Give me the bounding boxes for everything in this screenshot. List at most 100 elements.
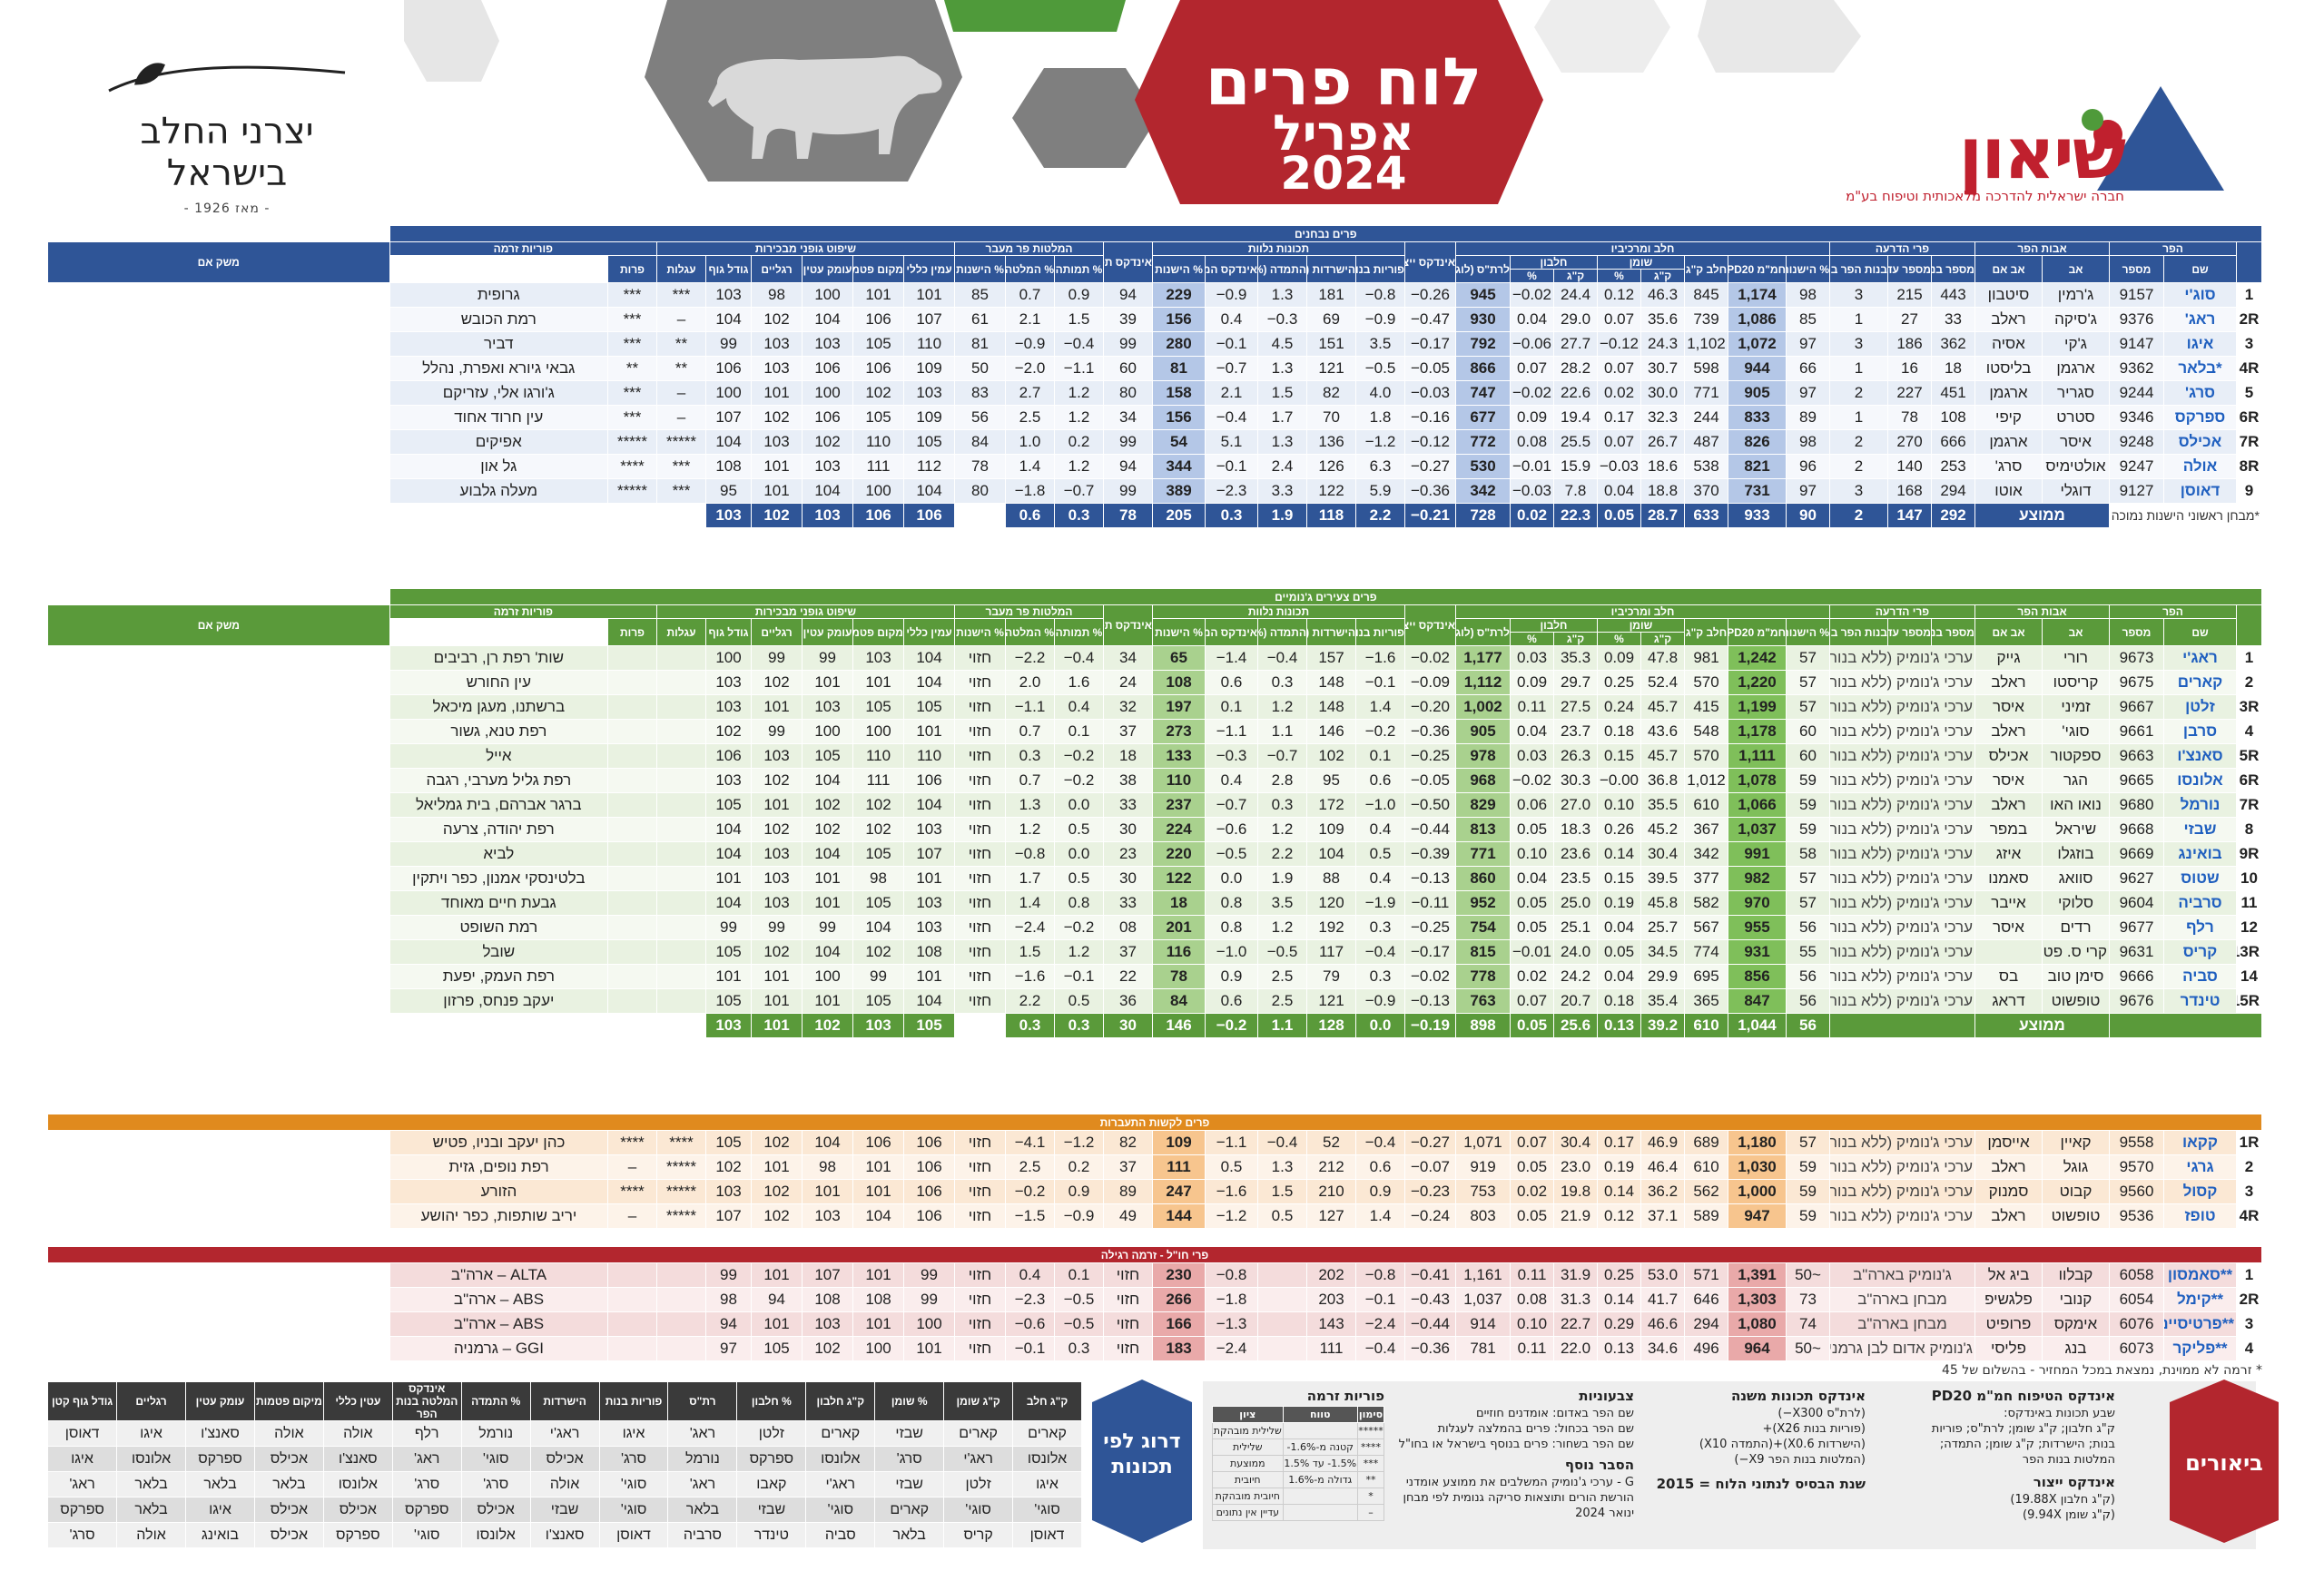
bull-row[interactable]: 2 קארים 9675 קריסטו ראלב ערכי ג'נומיק (ללא בנ… bbox=[48, 670, 2262, 695]
cell-name[interactable]: אולה bbox=[2163, 454, 2237, 479]
ranking-cell[interactable]: סרביה bbox=[667, 1522, 738, 1548]
ranking-cell[interactable]: אלונסו bbox=[1012, 1446, 1082, 1472]
bull-row[interactable]: 3 קסול 9560 קבוט סמנוק ערכי ג'נומיק (ללא בנות… bbox=[48, 1179, 2262, 1204]
ranking-cell[interactable]: קארים bbox=[943, 1420, 1014, 1447]
cell-name[interactable]: קסול bbox=[2163, 1179, 2237, 1204]
ranking-cell[interactable]: אלונסו bbox=[116, 1446, 187, 1472]
cell-name[interactable]: איגו bbox=[2163, 331, 2237, 357]
cell-name[interactable]: סרביה bbox=[2163, 890, 2237, 916]
ranking-cell[interactable]: אכילס bbox=[322, 1497, 393, 1523]
ranking-cell[interactable]: ספרקס bbox=[391, 1497, 462, 1523]
ranking-cell[interactable]: בלאר bbox=[116, 1471, 187, 1497]
cell-name[interactable]: קארים bbox=[2163, 670, 2237, 695]
ranking-cell[interactable]: בלאר bbox=[667, 1497, 738, 1523]
bull-row[interactable]: 7R נורמל 9680 נואו האו ראלב ערכי ג'נומיק (ללא… bbox=[48, 792, 2262, 818]
bull-row[interactable]: 15Rטינדר9676טופשוטדראגערכי ג'נומיק (ללא … bbox=[48, 988, 2262, 1014]
ranking-cell[interactable]: אולה bbox=[529, 1471, 600, 1497]
cell-name[interactable]: **קימל bbox=[2163, 1287, 2237, 1312]
ranking-cell[interactable]: סוגי' bbox=[1012, 1497, 1082, 1523]
ranking-cell[interactable]: שבזי bbox=[874, 1471, 945, 1497]
cell-name[interactable]: דאוסן bbox=[2163, 478, 2237, 504]
ranking-cell[interactable]: ראג' bbox=[667, 1420, 738, 1447]
ranking-cell[interactable]: זלטן bbox=[736, 1420, 807, 1447]
ranking-cell[interactable]: אכילס bbox=[529, 1446, 600, 1472]
ranking-cell[interactable]: ספרקס bbox=[322, 1522, 393, 1548]
ranking-cell[interactable]: שבזי bbox=[529, 1497, 600, 1523]
ranking-cell[interactable]: בלאר bbox=[185, 1471, 255, 1497]
ranking-cell[interactable]: סרג' bbox=[391, 1471, 462, 1497]
ranking-cell[interactable]: אולה bbox=[116, 1522, 187, 1548]
cell-name[interactable]: ראג' bbox=[2163, 307, 2237, 332]
ranking-cell[interactable]: סאנצ'ו bbox=[529, 1522, 600, 1548]
bull-row[interactable]: 11 סרביה 9604 סלוקי אייבר ערכי ג'נומיק (ללא ב… bbox=[48, 890, 2262, 916]
bull-row[interactable]: 6R ספרקס 9346 סטרט קיפי 108 78 1 89 833 244 32.3 0.1… bbox=[48, 405, 2262, 430]
bull-row[interactable]: 1 ראג'י 9673 רורי גייק ערכי ג'נומיק (ללא בנות… bbox=[48, 645, 2262, 671]
ranking-cell[interactable]: סרג' bbox=[598, 1446, 669, 1472]
bull-row[interactable]: 3 איגו 9147 ג'קי אסיה 362 186 3 97 1,072 1,102 24.3… bbox=[48, 331, 2262, 357]
ranking-cell[interactable]: איגו bbox=[598, 1420, 669, 1447]
ranking-cell[interactable]: סביה bbox=[805, 1522, 876, 1548]
ranking-cell[interactable]: ראג' bbox=[391, 1446, 462, 1472]
ranking-cell[interactable]: ספרקס bbox=[46, 1497, 118, 1523]
cell-name[interactable]: סביה bbox=[2163, 964, 2237, 989]
ranking-cell[interactable]: סרג' bbox=[46, 1522, 118, 1548]
cell-name[interactable]: קריס bbox=[2163, 939, 2237, 965]
ranking-cell[interactable]: אולה bbox=[322, 1420, 393, 1447]
cell-name[interactable]: סאנצ'ו bbox=[2163, 743, 2237, 769]
ranking-cell[interactable]: סרג' bbox=[460, 1471, 531, 1497]
bull-row[interactable]: 5R סאנצ'ו 9663 ספקטור אכילס ערכי ג'נומיק (ללא… bbox=[48, 743, 2262, 769]
ranking-cell[interactable]: קאבו bbox=[736, 1471, 807, 1497]
cell-name[interactable]: **פרטיסיים bbox=[2163, 1311, 2237, 1337]
ranking-cell[interactable]: איגו bbox=[185, 1497, 255, 1523]
bull-row[interactable]: 7R אכילס 9248 איסר ארגמן 666 270 2 98 826 487 26.7 0… bbox=[48, 429, 2262, 455]
ranking-cell[interactable]: בואינג bbox=[185, 1522, 255, 1548]
ranking-cell[interactable]: ראג'י bbox=[805, 1471, 876, 1497]
ranking-cell[interactable]: ספרקס bbox=[185, 1446, 255, 1472]
ranking-cell[interactable]: סרג' bbox=[874, 1446, 945, 1472]
bull-row[interactable]: 4R טופז 9536 טופשוט ראלב ערכי ג'נומיק (ללא בנ… bbox=[48, 1203, 2262, 1229]
bull-row[interactable]: 8 שבזי 9668 שיראל במפר ערכי ג'נומיק (ללא בנות… bbox=[48, 817, 2262, 842]
bull-row[interactable]: 4R *בלאר 9362 ארגמן בליסטו 18 16 1 66 944 598 30.7 0… bbox=[48, 356, 2262, 381]
ranking-cell[interactable]: קארים bbox=[1012, 1420, 1082, 1447]
ranking-cell[interactable]: טינדר bbox=[736, 1522, 807, 1548]
cell-name[interactable]: סרבן bbox=[2163, 719, 2237, 744]
cell-name[interactable]: ראג'י bbox=[2163, 645, 2237, 671]
cell-name[interactable]: זלטן bbox=[2163, 694, 2237, 720]
cell-name[interactable]: טינדר bbox=[2163, 988, 2237, 1014]
cell-name[interactable]: אכילס bbox=[2163, 429, 2237, 455]
ranking-cell[interactable]: אלונסו bbox=[322, 1471, 393, 1497]
cell-name[interactable]: רלף bbox=[2163, 915, 2237, 940]
bull-row[interactable]: 3R זלטן 9667 זמיני איסר ערכי ג'נומיק (ללא בנו… bbox=[48, 694, 2262, 720]
ranking-cell[interactable]: איגו bbox=[46, 1446, 118, 1472]
bull-row[interactable]: 6R אלונסו 9665 הגר איסר ערכי ג'נומיק (ללא בנו… bbox=[48, 768, 2262, 793]
ranking-cell[interactable]: אכילס bbox=[253, 1446, 324, 1472]
ranking-cell[interactable]: סוגי' bbox=[598, 1471, 669, 1497]
ranking-cell[interactable]: סאנצ'ו bbox=[322, 1446, 393, 1472]
cell-name[interactable]: סרג' bbox=[2163, 380, 2237, 406]
ranking-cell[interactable]: ראג'י bbox=[943, 1446, 1014, 1472]
ranking-cell[interactable]: רלף bbox=[391, 1420, 462, 1447]
ranking-cell[interactable]: שבזי bbox=[874, 1420, 945, 1447]
ranking-cell[interactable]: ספרקס bbox=[736, 1446, 807, 1472]
ranking-cell[interactable]: קארים bbox=[805, 1420, 876, 1447]
cell-name[interactable]: *בלאר bbox=[2163, 356, 2237, 381]
ranking-cell[interactable]: בלאר bbox=[253, 1471, 324, 1497]
bull-row[interactable]: 3 **פרטיסיים 6076 אימקס פרופיט מבחן בארה"ב 74 1… bbox=[48, 1311, 2262, 1337]
cell-name[interactable]: **סאמסון bbox=[2163, 1262, 2237, 1288]
ranking-cell[interactable]: דאוסן bbox=[46, 1420, 118, 1447]
ranking-cell[interactable]: ראג'י bbox=[529, 1420, 600, 1447]
ranking-cell[interactable]: סוגי' bbox=[598, 1497, 669, 1523]
ranking-cell[interactable]: אכילס bbox=[460, 1497, 531, 1523]
bull-row[interactable]: 5 סרג' 9244 סגריר ארגמן 451 227 2 97 905 771 30.0 0.… bbox=[48, 380, 2262, 406]
cell-name[interactable]: שטוס bbox=[2163, 866, 2237, 891]
bull-row[interactable]: 14 סביה 9666 סימן טוב בס ערכי ג'נומיק (ללא בנ… bbox=[48, 964, 2262, 989]
cell-name[interactable]: סוג'י bbox=[2163, 282, 2237, 308]
ranking-cell[interactable]: דאוסן bbox=[1012, 1522, 1082, 1548]
ranking-cell[interactable]: נורמל bbox=[667, 1446, 738, 1472]
ranking-cell[interactable]: סוגי' bbox=[943, 1497, 1014, 1523]
ranking-cell[interactable]: אלונסו bbox=[805, 1446, 876, 1472]
ranking-cell[interactable]: ראג' bbox=[46, 1471, 118, 1497]
bull-row[interactable]: 1 **סאמסון 6058 קבלוו ביג אל ג'נומיק בארה"ב 50… bbox=[48, 1262, 2262, 1288]
ranking-cell[interactable]: איגו bbox=[116, 1420, 187, 1447]
bull-row[interactable]: 10 שטוס 9627 סוואג סאמנו ערכי ג'נומיק (ללא בנ… bbox=[48, 866, 2262, 891]
